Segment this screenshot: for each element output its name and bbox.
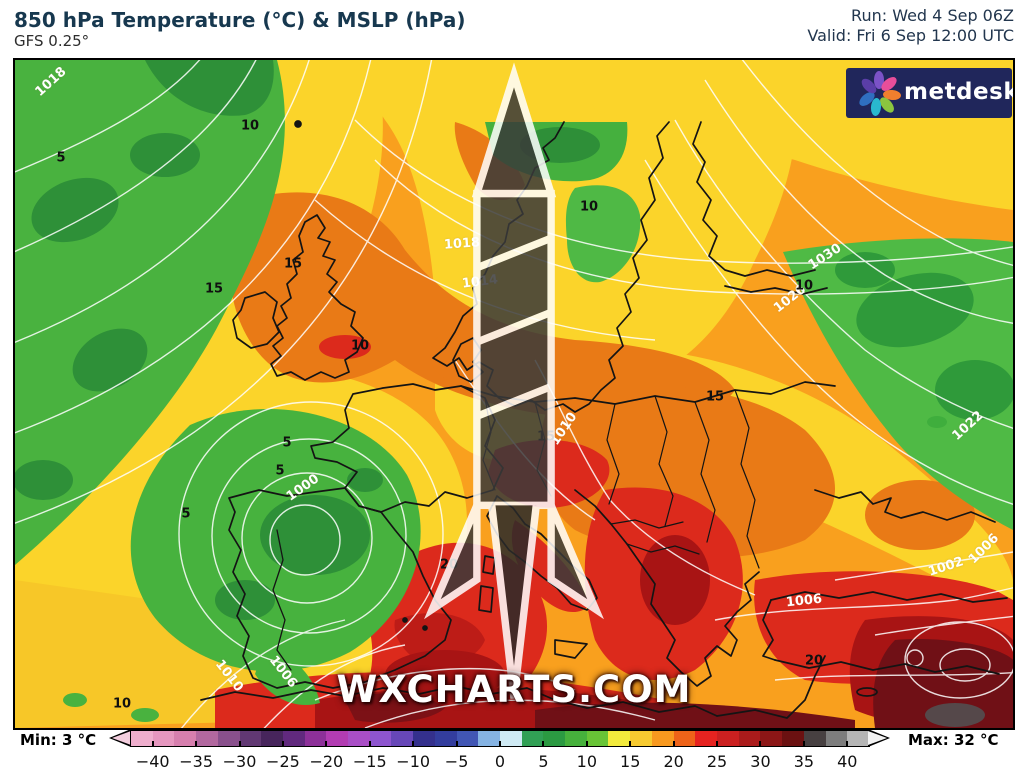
colorbar-tick-label: −5 <box>444 752 469 771</box>
colorbar-tick <box>499 741 501 747</box>
colorbar-tick-label: −40 <box>135 752 170 771</box>
colorbar-segment <box>608 731 631 746</box>
colorbar-tick-label: −20 <box>309 752 344 771</box>
colorbar-segment <box>348 731 370 746</box>
weather-map: 1018101810141030102610221010100010101006… <box>13 58 1015 730</box>
colorbar-tick <box>281 741 284 747</box>
model-subtitle: GFS 0.25° <box>14 32 90 50</box>
colorbar-tick <box>542 741 545 747</box>
colorbar-right-arrow <box>868 731 887 745</box>
colorbar-tick <box>846 741 849 747</box>
colorbar-segment <box>152 731 175 746</box>
colorbar-segment <box>413 731 435 746</box>
colorbar-segment <box>651 731 674 746</box>
colorbar-tick <box>151 741 154 747</box>
colorbar-segment <box>543 731 566 746</box>
colorbar-tick-label: 0 <box>494 752 506 771</box>
rocket-icon <box>424 62 604 699</box>
colorbar-tick-label: 15 <box>620 752 641 771</box>
colorbar-tick-label: −10 <box>396 752 431 771</box>
colorbar-max-label: Max: 32 °C <box>908 731 999 749</box>
colorbar-segment <box>196 731 218 746</box>
colorbar-segment <box>695 731 717 746</box>
colorbar-tick <box>716 741 719 747</box>
colorbar-segment <box>478 731 500 746</box>
isobar-lines <box>15 60 1013 728</box>
colorbar-tick-label: 35 <box>793 752 815 771</box>
colorbar-segment <box>304 731 327 746</box>
colorbar-segment <box>239 731 262 746</box>
colorbar-segment <box>434 731 457 746</box>
colorbar-tick-label: 30 <box>750 752 771 771</box>
page-title: 850 hPa Temperature (°C) & MSLP (hPa) <box>14 8 466 32</box>
colorbar-tick <box>455 741 458 747</box>
metdesk-flower-icon <box>859 71 901 116</box>
colorbar-segment <box>282 731 305 746</box>
colorbar-segment <box>456 731 479 746</box>
colorbar-tick <box>238 741 241 747</box>
colorbar: −40 −35 −30 −25 −20 −15 −10 −5 0 5 10 15 20 25 30 35 40 <box>130 730 870 771</box>
colorbar-segment <box>630 731 652 746</box>
wxcharts-watermark: WXCHARTS.COM <box>336 668 692 711</box>
metdesk-logo-text: metdesk <box>904 79 1015 105</box>
colorbar-tick <box>672 741 675 747</box>
colorbar-segment <box>369 731 392 746</box>
colorbar-tick-label: 10 <box>576 752 597 771</box>
colorbar-tick-label: −35 <box>179 752 213 771</box>
colorbar-tick-label: −30 <box>222 752 257 771</box>
colorbar-segment <box>673 731 696 746</box>
colorbar-tick <box>802 741 805 747</box>
colorbar-segment <box>499 731 522 746</box>
colorbar-segment <box>174 731 197 746</box>
colorbar-segment <box>217 731 240 746</box>
metdesk-logo: metdesk <box>846 68 1015 118</box>
colorbar-tick <box>368 741 371 747</box>
colorbar-segment <box>131 731 153 746</box>
colorbar-segment <box>803 731 826 746</box>
colorbar-tick <box>195 741 198 747</box>
colorbar-tick-label: −25 <box>266 752 300 771</box>
colorbar-min-label: Min: 3 °C <box>20 731 97 749</box>
colorbar-segment <box>565 731 587 746</box>
colorbar-tick-label: 40 <box>837 752 858 771</box>
colorbar-segment <box>738 731 761 746</box>
colorbar-tick <box>585 741 588 747</box>
valid-time-label: Valid: Fri 6 Sep 12:00 UTC <box>807 26 1014 45</box>
colorbar-segment <box>782 731 804 746</box>
colorbar-segment <box>521 731 544 746</box>
colorbar-tick <box>629 741 632 747</box>
colorbar-segment <box>586 731 609 746</box>
colorbar-tick-label: −15 <box>352 752 387 771</box>
colorbar-segment <box>261 731 283 746</box>
colorbar-segment <box>391 731 414 746</box>
colorbar-segment <box>760 731 783 746</box>
colorbar-segment <box>847 731 869 746</box>
colorbar-segment <box>716 731 739 746</box>
run-time-label: Run: Wed 4 Sep 06Z <box>851 6 1014 25</box>
green-zones <box>15 60 1013 722</box>
colorbar-tick <box>759 741 762 747</box>
colorbar-tick-label: 5 <box>538 752 549 771</box>
colorbar-tick-label: 20 <box>663 752 684 771</box>
colorbar-segment <box>326 731 349 746</box>
colorbar-tick <box>412 741 415 747</box>
colorbar-tick <box>325 741 328 747</box>
colorbar-tick-label: 25 <box>706 752 728 771</box>
colorbar-segment <box>825 731 848 746</box>
colorbar-left-arrow <box>112 731 131 745</box>
